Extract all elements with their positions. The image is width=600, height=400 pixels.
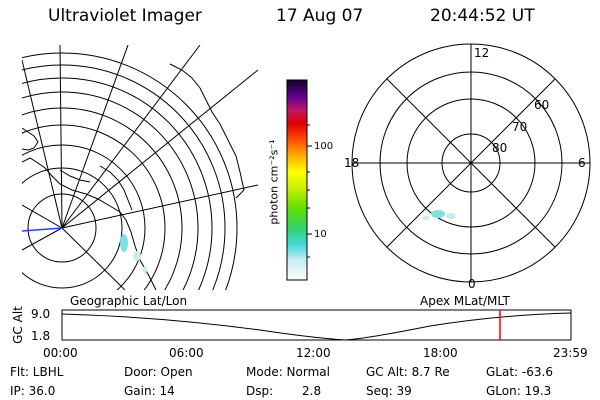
apex-polar-plot xyxy=(351,43,591,283)
geographic-title: Geographic Lat/Lon xyxy=(70,294,188,308)
date-label: 17 Aug 07 xyxy=(276,6,364,26)
x-tick-0600: 06:00 xyxy=(169,346,204,360)
altitude-y-high: 9.0 xyxy=(31,307,51,321)
meridian-marker xyxy=(22,227,63,232)
door-status: Door: Open xyxy=(124,365,193,379)
colorbar-ticks xyxy=(307,124,312,258)
apex-aurora-emission xyxy=(422,210,456,220)
geographic-map xyxy=(22,45,259,290)
colorbar-tick-10: 10 xyxy=(314,229,327,240)
altitude-y-low: 1.8 xyxy=(31,329,51,343)
mlt-18-label: 18 xyxy=(344,156,360,170)
geo-longitude-lines xyxy=(22,45,259,290)
lat-70-label: 70 xyxy=(512,120,528,134)
lat-80-label: 80 xyxy=(492,141,508,155)
mlt-12-label: 12 xyxy=(474,46,490,60)
glat-status: GLat: -63.6 xyxy=(486,365,553,379)
time-label: 20:44:52 UT xyxy=(430,6,535,26)
coastline xyxy=(22,63,245,290)
x-tick-1200: 12:00 xyxy=(296,346,331,360)
dsp-label: Dsp: xyxy=(246,384,274,398)
mlt-6-label: 6 xyxy=(578,156,586,170)
colorbar-unit-label: photon cm⁻²s⁻¹ xyxy=(267,139,281,225)
altitude-strip-chart xyxy=(61,309,572,341)
colorbar-tick-100: 100 xyxy=(314,141,334,152)
lat-60-label: 60 xyxy=(534,98,550,112)
geo-latitude-circles xyxy=(22,52,238,290)
seq-status: Seq: 39 xyxy=(366,384,412,398)
colorbar xyxy=(286,79,308,281)
mlt-0-label: 0 xyxy=(468,277,476,291)
altitude-axis-label: GC Alt xyxy=(11,306,25,344)
gc-alt-status: GC Alt: 8.7 Re xyxy=(366,365,450,379)
x-tick-1800: 18:00 xyxy=(423,346,458,360)
dsp-value: 2.8 xyxy=(302,384,322,398)
x-tick-2359: 23:59 xyxy=(553,346,588,360)
instrument-title: Ultraviolet Imager xyxy=(48,6,202,26)
x-tick-0000: 00:00 xyxy=(43,346,78,360)
ip-status: IP: 36.0 xyxy=(10,384,56,398)
geo-aurora-emission xyxy=(120,234,147,274)
gain-status: Gain: 14 xyxy=(124,384,175,398)
mode-status: Mode: Normal xyxy=(246,365,330,379)
apex-title: Apex MLat/MLT xyxy=(420,294,510,308)
glon-status: GLon: 19.3 xyxy=(486,384,552,398)
filter-status: Flt: LBHL xyxy=(10,365,64,379)
